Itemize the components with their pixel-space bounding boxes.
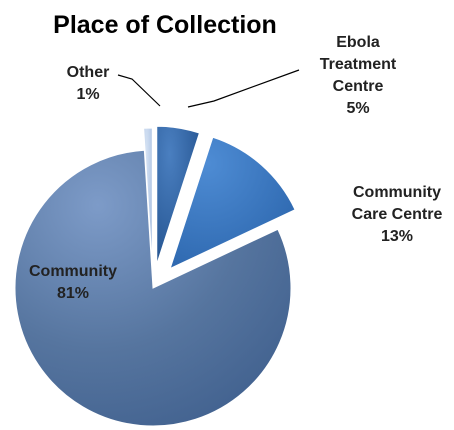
chart-title: Place of Collection (53, 11, 277, 39)
slice-other (143, 127, 153, 267)
slice-ebola-treatment-centre (156, 125, 201, 265)
data-label: Ebola Treatment Centre 5% (320, 34, 397, 117)
data-label: Community 81% (29, 263, 117, 302)
data-label: Community Care Centre 13% (352, 184, 443, 245)
leader-lines (117, 69, 300, 108)
slice-labels: Ebola Treatment Centre 5% Community Care Cent… (29, 34, 442, 302)
leader-line (187, 69, 300, 108)
pie-slices (14, 125, 296, 427)
data-label: Other 1% (67, 64, 110, 103)
leader-line (117, 74, 161, 107)
slice-community-care-centre (169, 136, 296, 270)
slice-community (14, 149, 292, 427)
